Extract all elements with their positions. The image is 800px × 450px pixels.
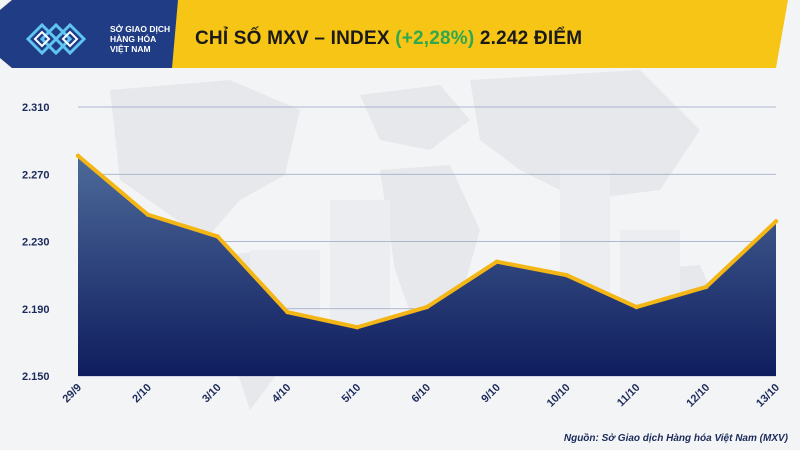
x-tick-label: 13/10: [754, 382, 782, 410]
x-tick-label: 12/10: [684, 382, 712, 410]
x-tick-label: 4/10: [270, 382, 294, 406]
data-point: [424, 304, 430, 310]
logo-text-line-1: SỞ GIAO DỊCH: [110, 24, 171, 34]
data-point: [634, 304, 639, 310]
title-change: (+2,28%): [395, 28, 475, 49]
y-tick-label: 2.230: [22, 237, 50, 249]
data-point: [564, 272, 569, 278]
x-tick-label: 3/10: [200, 382, 224, 406]
source-note: Nguồn: Sở Giao dịch Hàng hóa Việt Nam (M…: [563, 433, 788, 444]
data-point: [75, 153, 81, 158]
x-tick-label: 10/10: [545, 382, 573, 410]
data-point: [355, 325, 360, 330]
data-point: [215, 234, 220, 239]
data-point: [145, 212, 150, 217]
data-point: [704, 284, 709, 290]
y-tick-label: 2.190: [22, 304, 50, 316]
data-point: [773, 219, 779, 224]
x-tick-label: 2/10: [130, 382, 154, 406]
data-point: [494, 259, 499, 264]
logo-text-line-2: HÀNG HÓA: [110, 34, 157, 44]
chart-title: CHỈ SỐ MXV – INDEX (+2,28%) 2.242 ĐIỂM: [195, 28, 582, 50]
x-tick-label: 9/10: [479, 382, 503, 406]
mxv-logo: SỞ GIAO DỊCH HÀNG HÓA VIỆT NAM: [22, 10, 170, 68]
y-tick-label: 2.270: [22, 169, 50, 181]
y-tick-label: 2.310: [22, 102, 50, 114]
x-tick-label: 6/10: [409, 382, 433, 406]
y-tick-label: 2.150: [22, 371, 50, 383]
data-point: [285, 309, 290, 315]
index-area: [78, 155, 776, 376]
logo-text-line-3: VIỆT NAM: [110, 44, 151, 54]
x-tick-label: 29/9: [60, 382, 84, 406]
title-value: 2.242 ĐIỂM: [479, 28, 583, 49]
title-prefix: CHỈ SỐ MXV – INDEX: [195, 28, 390, 49]
mxv-logo-mark-icon: [25, 22, 87, 56]
x-tick-label: 11/10: [615, 382, 643, 410]
x-tick-label: 5/10: [340, 382, 364, 406]
